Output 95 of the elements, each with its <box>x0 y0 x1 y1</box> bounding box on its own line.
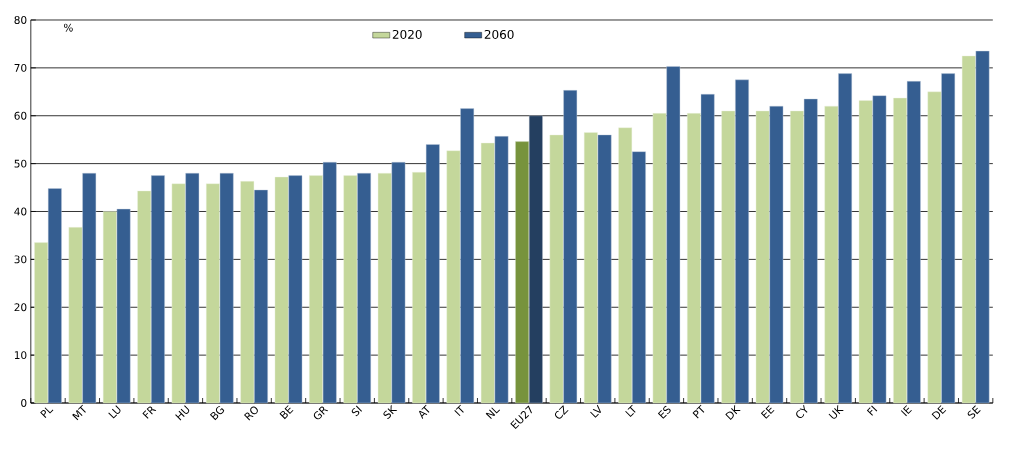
x-tick-label: CY <box>796 404 808 419</box>
bar <box>357 173 371 404</box>
x-tick-label: IE <box>900 405 912 417</box>
bar <box>425 144 440 404</box>
bar <box>927 91 942 404</box>
x-tick-label: RO <box>243 406 258 421</box>
bar <box>583 132 598 404</box>
bar <box>68 227 83 404</box>
x-tick-label: UK <box>828 404 844 419</box>
x-tick-label: IT <box>454 404 464 417</box>
bar <box>460 108 475 404</box>
x-tick-label: DK <box>725 404 741 420</box>
y-tick-label: 0 <box>21 399 27 407</box>
bar <box>377 173 392 404</box>
bar <box>632 151 646 404</box>
bar <box>240 181 255 404</box>
bar <box>769 105 784 404</box>
bar <box>102 211 117 404</box>
bar <box>687 113 701 404</box>
bar <box>446 150 461 404</box>
bar <box>790 110 804 404</box>
bar <box>391 161 406 404</box>
x-tick-label: LT <box>625 404 636 418</box>
bar <box>735 79 749 404</box>
bar <box>893 97 907 404</box>
bar <box>824 105 839 404</box>
bar <box>652 113 667 404</box>
bar <box>274 176 289 404</box>
bar <box>721 110 736 404</box>
bar <box>515 141 529 404</box>
bar <box>480 142 495 404</box>
y-tick-label: 60 <box>14 111 27 120</box>
bar <box>171 183 186 404</box>
x-tick-label: FR <box>142 406 157 419</box>
bar <box>618 127 633 404</box>
bar <box>206 183 220 404</box>
y-tick-label: 70 <box>14 63 27 72</box>
bar <box>343 175 358 404</box>
bar <box>941 73 956 404</box>
bar <box>803 98 818 404</box>
x-tick-label: PL <box>40 407 54 418</box>
x-tick-label: SI <box>351 405 362 417</box>
y-tick-label: 80 <box>14 16 27 24</box>
bar <box>858 100 873 404</box>
bar <box>529 115 543 404</box>
x-tick-label: BE <box>279 405 294 420</box>
x-tick-label: BG <box>209 405 225 421</box>
x-tick-label: LU <box>108 405 121 419</box>
x-tick-label: EE <box>760 405 775 419</box>
bar <box>48 188 62 404</box>
x-tick-label: SK <box>383 404 398 420</box>
bar <box>219 173 234 404</box>
y-tick-label: 30 <box>14 255 27 264</box>
bar <box>309 175 323 404</box>
x-tick-label: CZ <box>554 405 569 419</box>
y-tick-label: 50 <box>14 159 27 168</box>
x-tick-label: NL <box>485 407 501 420</box>
bar <box>700 94 715 404</box>
legend-label: 2020 <box>392 29 422 39</box>
legend-label: 2060 <box>484 29 514 39</box>
bar <box>838 73 852 404</box>
x-tick-label: MT <box>72 404 86 421</box>
x-tick-label: FI <box>866 405 878 416</box>
bar <box>288 175 303 404</box>
x-tick-label: AT <box>419 404 430 420</box>
bar <box>494 136 509 404</box>
y-tick-label: 40 <box>14 207 27 216</box>
y-tick-label: 10 <box>14 351 27 360</box>
bar <box>666 66 681 404</box>
x-tick-label: ES <box>657 405 671 419</box>
bar <box>151 175 165 404</box>
bar <box>872 95 887 404</box>
bar <box>82 173 97 404</box>
bar <box>563 90 578 404</box>
x-tick-label: DE <box>931 405 947 420</box>
bar <box>412 172 426 404</box>
bar <box>597 134 612 404</box>
bar <box>254 189 268 404</box>
x-tick-label: PT <box>692 404 705 419</box>
x-tick-label: GR <box>313 406 329 420</box>
bar <box>34 242 48 404</box>
bar <box>116 208 131 404</box>
bar <box>961 55 976 404</box>
bar <box>975 50 990 404</box>
y-axis-title: % <box>63 23 73 32</box>
x-tick-label: HU <box>175 405 190 421</box>
bar <box>755 110 770 404</box>
bar <box>137 190 152 404</box>
x-tick-label: LV <box>590 404 602 418</box>
bar <box>549 134 564 404</box>
x-tick-label: SE <box>967 405 981 419</box>
bar <box>322 161 337 404</box>
y-tick-label: 20 <box>14 303 27 312</box>
bar <box>906 81 921 404</box>
bar <box>185 173 200 404</box>
